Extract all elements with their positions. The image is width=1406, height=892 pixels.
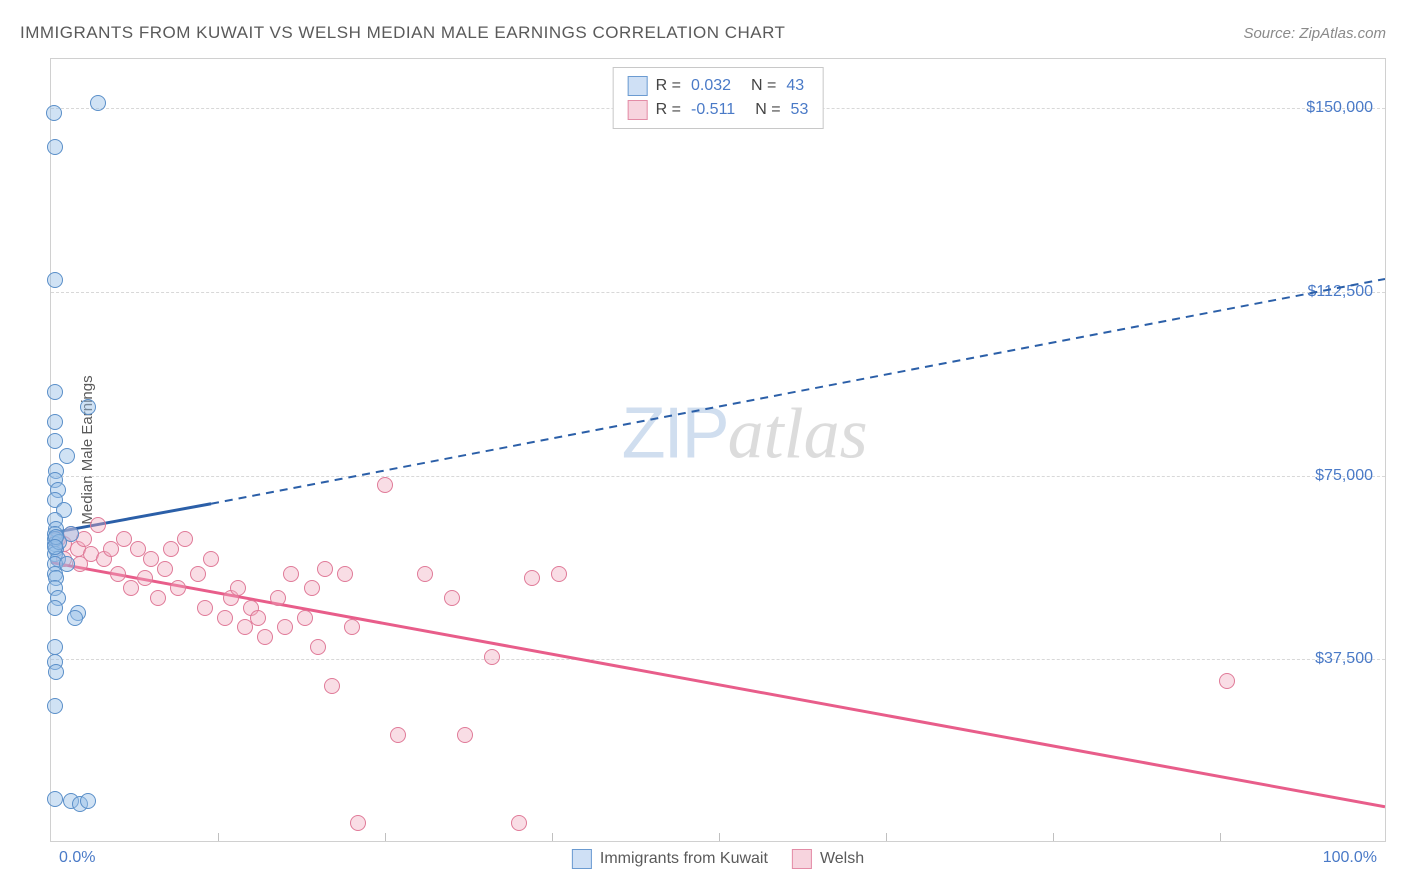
legend-row-blue: R =0.032 N =43 <box>628 74 809 98</box>
data-point <box>197 600 213 616</box>
data-point <box>270 590 286 606</box>
data-point <box>177 531 193 547</box>
data-point <box>1219 673 1235 689</box>
data-point <box>324 678 340 694</box>
data-point <box>310 639 326 655</box>
legend-swatch-pink <box>628 100 648 120</box>
data-point <box>59 448 75 464</box>
data-point <box>110 566 126 582</box>
data-point <box>47 539 63 555</box>
data-point <box>524 570 540 586</box>
data-point <box>344 619 360 635</box>
data-point <box>47 272 63 288</box>
legend-item-welsh: Welsh <box>792 849 864 869</box>
data-point <box>377 477 393 493</box>
trend-lines <box>51 59 1385 841</box>
legend-item-kuwait: Immigrants from Kuwait <box>572 849 768 869</box>
data-point <box>217 610 233 626</box>
data-point <box>390 727 406 743</box>
data-point <box>203 551 219 567</box>
correlation-legend: R =0.032 N =43 R =-0.511 N =53 <box>613 67 824 129</box>
data-point <box>551 566 567 582</box>
data-point <box>47 639 63 655</box>
data-point <box>47 414 63 430</box>
data-point <box>484 649 500 665</box>
data-point <box>304 580 320 596</box>
data-point <box>170 580 186 596</box>
data-point <box>47 600 63 616</box>
x-axis-min-label: 0.0% <box>59 849 95 867</box>
chart-container: Median Male Earnings $37,500 $75,000 $112,… <box>50 58 1386 842</box>
legend-row-pink: R =-0.511 N =53 <box>628 98 809 122</box>
data-point <box>137 570 153 586</box>
y-tick-label: $37,500 <box>1315 650 1373 668</box>
data-point <box>48 664 64 680</box>
data-point <box>150 590 166 606</box>
data-point <box>511 815 527 831</box>
data-point <box>277 619 293 635</box>
y-tick-label: $150,000 <box>1306 99 1373 117</box>
data-point <box>67 610 83 626</box>
legend-swatch-pink-icon <box>792 849 812 869</box>
y-tick-label: $112,500 <box>1307 283 1373 301</box>
data-point <box>417 566 433 582</box>
data-point <box>283 566 299 582</box>
series-legend: Immigrants from Kuwait Welsh <box>572 849 864 869</box>
legend-swatch-blue-icon <box>572 849 592 869</box>
chart-title: IMMIGRANTS FROM KUWAIT VS WELSH MEDIAN M… <box>20 23 785 43</box>
source-label: Source: ZipAtlas.com <box>1243 25 1386 42</box>
data-point <box>80 399 96 415</box>
data-point <box>230 580 246 596</box>
data-point <box>257 629 273 645</box>
y-axis-label: Median Male Earnings <box>79 375 96 524</box>
y-tick-label: $75,000 <box>1315 467 1373 485</box>
data-point <box>444 590 460 606</box>
data-point <box>47 139 63 155</box>
data-point <box>157 561 173 577</box>
data-point <box>457 727 473 743</box>
data-point <box>90 95 106 111</box>
legend-swatch-blue <box>628 76 648 96</box>
data-point <box>80 793 96 809</box>
data-point <box>47 791 63 807</box>
data-point <box>317 561 333 577</box>
data-point <box>337 566 353 582</box>
data-point <box>250 610 266 626</box>
data-point <box>46 105 62 121</box>
data-point <box>47 384 63 400</box>
watermark: ZIPatlas <box>622 393 868 476</box>
data-point <box>297 610 313 626</box>
x-axis-max-label: 100.0% <box>1323 849 1377 867</box>
data-point <box>47 433 63 449</box>
data-point <box>47 698 63 714</box>
data-point <box>350 815 366 831</box>
data-point <box>90 517 106 533</box>
data-point <box>190 566 206 582</box>
